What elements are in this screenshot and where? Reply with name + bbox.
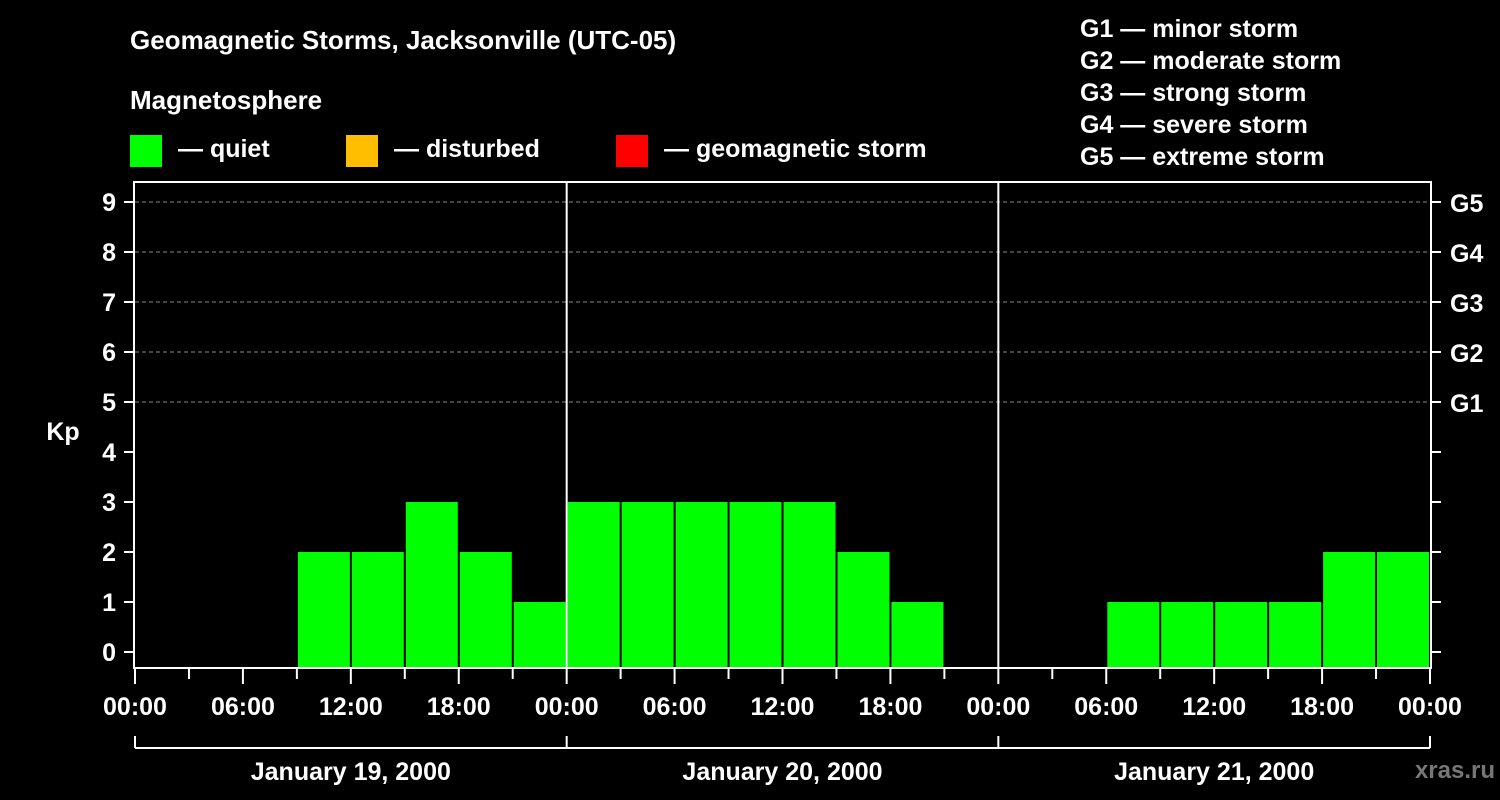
- day-dividers: [565, 182, 1000, 668]
- day-labels: January 19, 2000 January 20, 2000 January …: [134, 736, 1431, 786]
- kp-bar: [297, 552, 350, 667]
- legend-label-quiet: — quiet: [178, 135, 270, 163]
- x-tick-label: 18:00: [1290, 693, 1354, 721]
- right-tick-label: G5: [1450, 190, 1483, 218]
- y-tick-label: 3: [102, 489, 116, 517]
- right-tick-label: G3: [1450, 290, 1483, 318]
- y-tick-label: 8: [102, 239, 116, 267]
- y-tick-label: 6: [102, 339, 116, 367]
- x-tick-label: 06:00: [643, 693, 707, 721]
- grid: [135, 201, 1430, 403]
- storm-scale-g3: G3 — strong storm: [1080, 79, 1306, 107]
- day-label: January 20, 2000: [682, 758, 882, 786]
- right-tick-label: G2: [1450, 340, 1483, 368]
- y-axis-label: Kp: [46, 418, 79, 446]
- legend-swatch-quiet: [130, 135, 162, 167]
- right-tick-label: G1: [1450, 390, 1483, 418]
- right-tick-label: G4: [1450, 240, 1483, 268]
- storm-scale-g5: G5 — extreme storm: [1080, 143, 1325, 171]
- x-tick-label: 00:00: [535, 693, 599, 721]
- kp-bar: [351, 552, 404, 667]
- x-tick-label: 18:00: [858, 693, 922, 721]
- y-tick-label: 9: [102, 189, 116, 217]
- right-axis: G1 G2 G3 G4 G5: [1431, 190, 1483, 653]
- x-tick-label: 12:00: [751, 693, 815, 721]
- kp-bar: [891, 602, 944, 667]
- kp-bar: [837, 552, 890, 667]
- kp-bar: [1107, 602, 1160, 667]
- kp-bar: [1377, 552, 1429, 667]
- x-tick-label: 00:00: [1398, 693, 1462, 721]
- x-tick-label: 18:00: [427, 693, 491, 721]
- x-tick-label: 12:00: [319, 693, 383, 721]
- watermark: xras.ru: [1415, 757, 1495, 784]
- chart-subtitle: Magnetosphere: [130, 85, 322, 115]
- legend-label-disturbed: — disturbed: [394, 135, 540, 163]
- legend-swatch-storm: [616, 135, 648, 167]
- kp-bar: [1161, 602, 1214, 667]
- kp-bar: [783, 502, 836, 667]
- y-tick-label: 5: [102, 389, 116, 417]
- y-tick-label: 2: [102, 539, 116, 567]
- x-tick-label: 06:00: [211, 693, 275, 721]
- chart-title: Geomagnetic Storms, Jacksonville (UTC-05…: [130, 25, 676, 55]
- y-tick-label: 4: [102, 439, 116, 467]
- storm-scale-g2: G2 — moderate storm: [1080, 47, 1341, 75]
- legend-label-storm: — geomagnetic storm: [664, 135, 927, 163]
- y-tick-label: 1: [102, 589, 116, 617]
- x-tick-label: 12:00: [1182, 693, 1246, 721]
- x-axis: 00:00 06:00 12:00 18:00 00:00 06:00 12:00 18:00…: [103, 668, 1462, 721]
- kp-bar: [1269, 602, 1322, 667]
- kp-bar: [675, 502, 728, 667]
- storm-scale-g1: G1 — minor storm: [1080, 15, 1298, 43]
- x-tick-label: 06:00: [1074, 693, 1138, 721]
- kp-bar: [567, 502, 620, 667]
- day-label: January 19, 2000: [251, 758, 451, 786]
- x-tick-label: 00:00: [966, 693, 1030, 721]
- storm-scale-g4: G4 — severe storm: [1080, 111, 1308, 139]
- kp-bar: [1215, 602, 1268, 667]
- y-axis: 0 1 2 3 4 5 6 7 8 9: [102, 189, 134, 667]
- kp-bar: [405, 502, 458, 667]
- kp-bar: [1323, 552, 1376, 667]
- kp-bar: [621, 502, 674, 667]
- legend: — quiet — disturbed — geomagnetic storm: [130, 135, 927, 167]
- kp-bar: [729, 502, 782, 667]
- kp-bar: [513, 602, 566, 667]
- x-tick-label: 00:00: [103, 693, 167, 721]
- day-label: January 21, 2000: [1114, 758, 1314, 786]
- y-tick-label: 7: [102, 289, 116, 317]
- storm-scale: G1 — minor storm G2 — moderate storm G3 …: [1080, 15, 1341, 171]
- bars: [297, 502, 1429, 667]
- kp-bar: [459, 552, 512, 667]
- legend-swatch-disturbed: [346, 135, 378, 167]
- y-tick-label: 0: [102, 639, 116, 667]
